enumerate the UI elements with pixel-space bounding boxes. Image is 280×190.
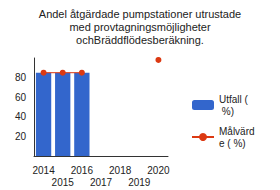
svg-text:2018: 2018 <box>109 165 132 176</box>
svg-text:e ( %): e ( %) <box>219 138 246 149</box>
svg-text:2014: 2014 <box>32 165 55 176</box>
svg-text:2015: 2015 <box>52 177 75 188</box>
svg-text:2020: 2020 <box>147 165 170 176</box>
svg-text:Målvärd: Målvärd <box>219 126 255 137</box>
svg-text:ochBräddflödesberäkning.: ochBräddflödesberäkning. <box>76 34 204 46</box>
svg-text:40: 40 <box>15 111 27 122</box>
svg-text:med provtagningsmöjligheter: med provtagningsmöjligheter <box>66 21 213 33</box>
svg-text:Utfall (: Utfall ( <box>219 94 249 105</box>
svg-text:2016: 2016 <box>71 165 94 176</box>
svg-text:Andel åtgärdade pumpstationer: Andel åtgärdade pumpstationer utrustade <box>39 8 241 20</box>
svg-text:60: 60 <box>15 92 27 103</box>
svg-text:20: 20 <box>15 131 27 142</box>
svg-text:2017: 2017 <box>90 177 113 188</box>
svg-text:2019: 2019 <box>128 177 151 188</box>
svg-text:80: 80 <box>15 72 27 83</box>
svg-text:%): %) <box>219 106 234 117</box>
